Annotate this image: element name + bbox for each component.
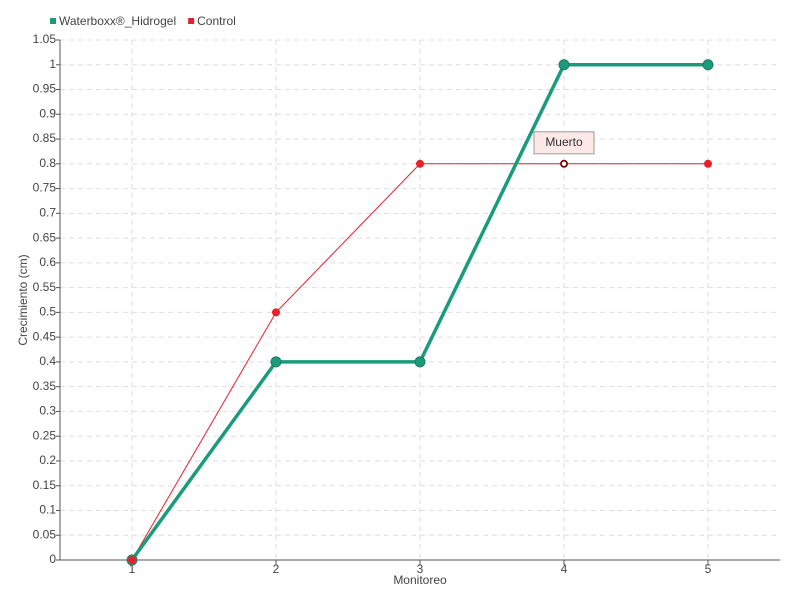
y-tick-label: 0.3 xyxy=(39,404,56,418)
y-tick-label: 0.2 xyxy=(39,453,56,467)
x-axis-label: Monitoreo xyxy=(393,573,447,587)
x-tick-label: 4 xyxy=(561,562,568,576)
y-tick-label: 0.4 xyxy=(39,354,56,368)
annotation: Muerto xyxy=(545,135,583,149)
data-point xyxy=(558,59,570,71)
x-tick-label: 3 xyxy=(417,562,424,576)
data-point xyxy=(128,556,136,564)
y-tick-label: 0 xyxy=(49,552,56,566)
y-tick-label: 0.35 xyxy=(33,379,57,393)
y-tick-label: 0.7 xyxy=(39,206,56,220)
y-tick-label: 0.45 xyxy=(33,329,57,343)
y-tick-label: 0.1 xyxy=(39,503,56,517)
y-tick-label: 0.5 xyxy=(39,305,56,319)
y-axis-label: Crecimiento (cm) xyxy=(16,254,30,345)
x-tick-label: 2 xyxy=(273,562,280,576)
data-point xyxy=(702,59,714,71)
data-point xyxy=(414,356,426,368)
y-tick-label: 0.95 xyxy=(33,82,57,96)
data-point xyxy=(270,356,282,368)
y-tick-label: 0.15 xyxy=(33,478,57,492)
data-point xyxy=(416,159,424,168)
x-tick-label: 5 xyxy=(705,562,712,576)
legend-swatch xyxy=(50,18,56,24)
data-point xyxy=(272,308,280,317)
y-tick-label: 0.75 xyxy=(33,181,57,195)
data-point xyxy=(704,159,712,168)
legend-label: Control xyxy=(197,14,236,28)
y-tick-label: 0.8 xyxy=(39,156,56,170)
legend-swatch xyxy=(188,18,195,24)
y-tick-label: 1.05 xyxy=(33,32,57,46)
y-tick-label: 0.6 xyxy=(39,255,56,269)
y-tick-label: 1 xyxy=(49,57,56,71)
y-tick-label: 0.55 xyxy=(33,280,57,294)
y-tick-label: 0.85 xyxy=(33,131,57,145)
y-tick-label: 0.9 xyxy=(39,106,56,120)
legend-label: Waterboxx®_Hidrogel xyxy=(59,14,176,28)
y-tick-label: 0.05 xyxy=(33,527,57,541)
annotation-box xyxy=(533,131,595,155)
y-tick-label: 0.65 xyxy=(33,230,57,244)
x-tick-label: 1 xyxy=(129,562,136,576)
annotation-marker xyxy=(560,160,568,168)
y-tick-label: 0.25 xyxy=(33,428,57,442)
